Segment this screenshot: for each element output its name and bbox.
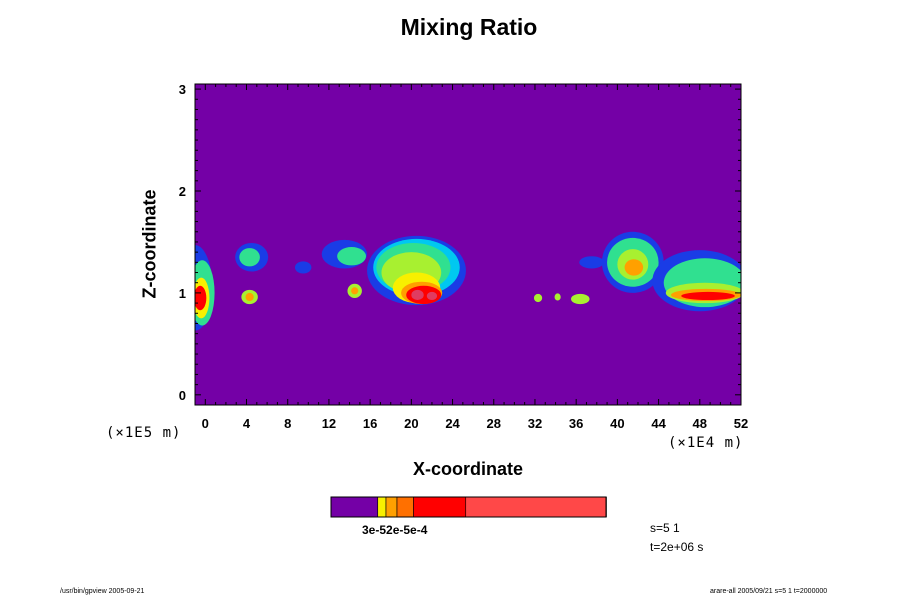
y-axis-unit: (×1E5 m)	[106, 425, 182, 441]
x-tick-label: 28	[487, 416, 501, 431]
y-tick-label: 3	[179, 82, 186, 97]
x-tick-label: 16	[363, 416, 377, 431]
contour-cell-21	[426, 291, 438, 301]
colorbar-segment-0	[330, 496, 379, 518]
contour-cell-25	[579, 256, 604, 269]
colorbar-label: 3e-52e-5e-4	[362, 523, 428, 537]
contour-cell-5	[239, 248, 260, 267]
x-tick-label: 44	[651, 416, 666, 431]
chart-title: Mixing Ratio	[400, 14, 538, 40]
x-tick-label: 24	[445, 416, 460, 431]
colorbar	[330, 496, 607, 518]
footer-right: arare-all 2005/09/21 s=5 1 t=2000000	[710, 588, 828, 595]
colorbar-segment-5	[465, 496, 607, 518]
info-s: s=5 1	[650, 521, 680, 535]
x-tick-label: 32	[528, 416, 542, 431]
x-tick-label: 52	[734, 416, 748, 431]
contour-cell-10	[337, 247, 367, 266]
contour-cell-20	[411, 289, 424, 301]
footer-left: /usr/bin/gpview 2005-09-21	[60, 588, 145, 595]
colorbar-frame	[330, 496, 607, 518]
info-t: t=2e+06 s	[650, 540, 704, 554]
mixing-ratio-field	[195, 231, 741, 331]
x-tick-label: 8	[284, 416, 291, 431]
y-tick-label: 2	[179, 184, 186, 199]
plot-frame	[194, 83, 742, 406]
y-axis: 0 1 2 3	[179, 82, 741, 406]
contour-cell-23	[554, 293, 561, 301]
colorbar-segment-2	[385, 496, 398, 518]
colorbar-segment-3	[396, 496, 414, 518]
x-tick-label: 0	[202, 416, 209, 431]
colorbar-segment-1	[377, 496, 387, 518]
x-tick-label: 40	[610, 416, 624, 431]
y-tick-label: 0	[179, 388, 186, 403]
contour-cell-29	[624, 259, 644, 276]
y-tick-label: 1	[179, 286, 186, 301]
y-axis-label: Z-coordinate	[139, 189, 160, 299]
contour-cell-3	[195, 285, 207, 311]
x-tick-label: 20	[404, 416, 418, 431]
x-tick-label: 36	[569, 416, 583, 431]
x-axis-label: X-coordinate	[412, 459, 523, 479]
x-axis: 0 4 8 12 16 20 24 28 32 36 40 44 48 52	[194, 84, 748, 431]
contour-cell-12	[351, 287, 359, 295]
contour-cell-24	[571, 293, 590, 305]
x-axis-unit: (×1E4 m)	[668, 435, 744, 451]
x-tick-label: 12	[322, 416, 336, 431]
x-tick-label: 4	[243, 416, 251, 431]
x-tick-label: 48	[693, 416, 707, 431]
colorbar-segment-4	[413, 496, 467, 518]
contour-cell-7	[245, 292, 254, 302]
plot-background	[195, 84, 741, 405]
contour-cell-34	[681, 291, 735, 301]
contour-cell-8	[294, 261, 312, 274]
contour-cell-22	[533, 293, 543, 303]
